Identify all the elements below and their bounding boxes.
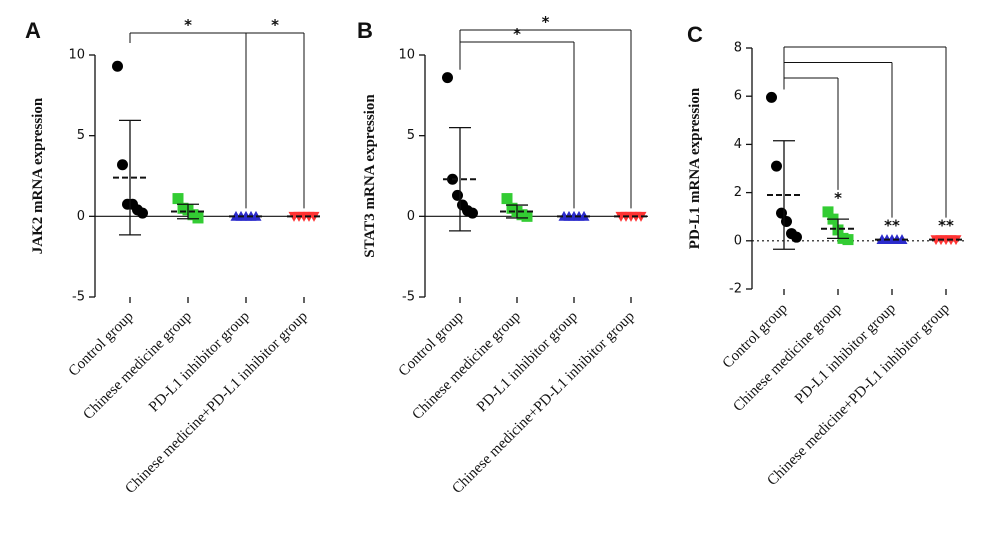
y-tick-label: 0	[734, 233, 742, 248]
data-point	[822, 206, 834, 218]
y-tick-label: 10	[398, 48, 415, 63]
x-tick-label: PD-L1 inhibitor group	[474, 309, 581, 416]
x-tick-label: Chinese medicine group	[80, 309, 194, 423]
significance-label: *	[542, 13, 550, 31]
data-point	[501, 193, 513, 205]
y-tick-label: -5	[72, 290, 85, 305]
y-tick-label: 6	[734, 89, 742, 104]
y-axis-label: PD-L1 mRNA expression	[687, 87, 703, 249]
y-tick-label: 4	[734, 137, 742, 152]
y-tick-label: 0	[407, 209, 415, 224]
significance-label: *	[513, 25, 521, 43]
y-tick-label: 2	[734, 185, 742, 200]
data-point	[172, 193, 184, 205]
data-point	[452, 189, 463, 201]
data-point	[117, 159, 128, 171]
x-tick-label: Chinese medicine group	[730, 301, 844, 415]
y-axis-label: STAT3 mRNA expression	[362, 94, 378, 258]
y-tick-label: 8	[734, 41, 742, 56]
data-point	[766, 91, 777, 103]
data-point	[137, 207, 148, 219]
panel-label: B	[357, 18, 373, 43]
data-point	[781, 216, 792, 228]
x-tick-label: PD-L1 inhibitor group	[792, 301, 899, 408]
x-tick-label: Chinese medicine group	[409, 309, 523, 423]
y-tick-label: 0	[77, 209, 85, 224]
significance-label: **	[938, 217, 954, 235]
data-point	[791, 231, 802, 243]
y-tick-label: 5	[407, 128, 415, 143]
data-point	[467, 207, 478, 219]
y-axis-label: JAK2 mRNA expression	[30, 97, 46, 254]
y-tick-label: -2	[729, 282, 742, 297]
significance-label: *	[271, 16, 279, 34]
significance-label: **	[884, 217, 900, 235]
y-tick-label: -5	[402, 290, 415, 305]
significance-label: *	[184, 16, 192, 34]
y-tick-label: 10	[68, 48, 85, 63]
data-point	[771, 160, 782, 172]
data-point	[521, 210, 533, 222]
data-point	[842, 234, 854, 246]
data-point	[112, 60, 123, 72]
panel-label: A	[25, 18, 41, 43]
significance-label: *	[834, 189, 842, 207]
panel-label: C	[687, 22, 703, 47]
x-tick-label: PD-L1 inhibitor group	[146, 309, 253, 416]
data-point	[192, 212, 204, 224]
y-tick-label: 5	[77, 128, 85, 143]
data-point	[442, 72, 453, 84]
